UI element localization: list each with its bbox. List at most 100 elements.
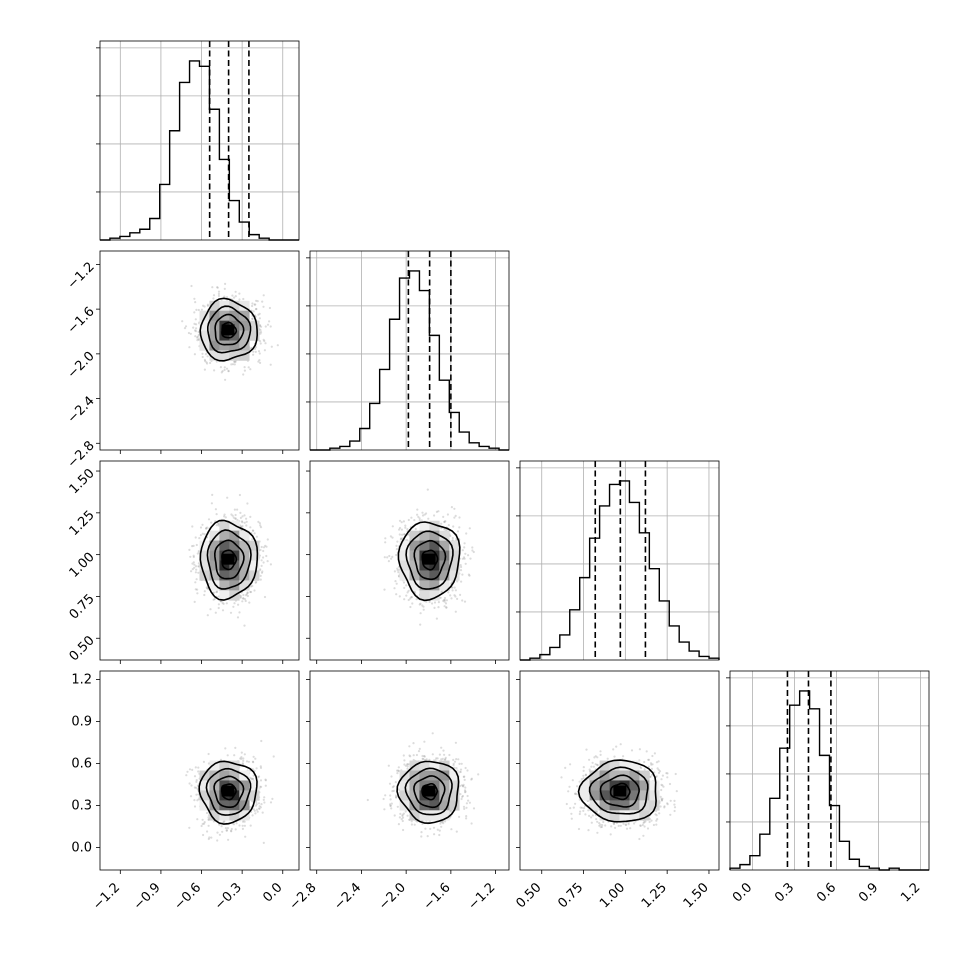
sample-point <box>389 798 392 801</box>
sample-point <box>251 777 254 780</box>
sample-point <box>257 350 261 353</box>
sample-point <box>230 513 233 516</box>
sample-point <box>436 757 439 760</box>
sample-point <box>197 308 200 312</box>
sample-point <box>406 814 409 817</box>
sample-point <box>464 562 467 565</box>
sample-point <box>259 785 262 788</box>
sample-point <box>599 753 602 757</box>
sample-point <box>247 760 250 763</box>
sample-point <box>570 817 573 820</box>
density-cell <box>589 790 600 801</box>
sample-point <box>227 370 230 373</box>
sample-point <box>272 755 275 758</box>
sample-point <box>409 755 412 758</box>
sample-point <box>463 600 467 603</box>
sample-point <box>440 758 443 761</box>
density-cell <box>629 800 640 811</box>
sample-point <box>231 294 234 297</box>
density-cell <box>229 350 240 361</box>
x-tick-label: 0.9 <box>856 880 881 905</box>
density-cell <box>419 770 430 781</box>
sample-point <box>186 770 189 773</box>
density-cell <box>219 530 230 541</box>
sample-point <box>444 758 447 761</box>
sample-point <box>250 347 253 350</box>
sample-point <box>202 760 205 764</box>
sample-point <box>656 818 659 821</box>
sample-point <box>258 805 261 808</box>
sample-point <box>212 294 216 297</box>
sample-point <box>444 602 448 605</box>
sample-point <box>462 775 465 779</box>
sample-point <box>269 363 272 366</box>
sample-point <box>402 754 405 757</box>
sample-point <box>598 824 601 827</box>
sample-point <box>622 822 625 825</box>
sample-point <box>570 812 573 815</box>
sample-point <box>459 768 463 771</box>
sample-point <box>675 790 678 793</box>
sample-point <box>260 545 263 549</box>
sample-point <box>243 521 246 524</box>
sample-point <box>196 799 199 802</box>
sample-point <box>258 807 261 810</box>
sample-point <box>207 518 211 521</box>
sample-point <box>660 778 663 781</box>
density-cell <box>449 770 460 781</box>
sample-point <box>259 331 263 334</box>
sample-point <box>467 554 470 557</box>
sample-point <box>402 828 405 832</box>
sample-point <box>673 806 677 809</box>
sample-point <box>216 286 219 289</box>
sample-point <box>212 598 215 601</box>
sample-point <box>241 600 244 603</box>
sample-point <box>582 769 585 773</box>
sample-point <box>218 833 221 836</box>
sample-point <box>437 601 440 604</box>
sample-point <box>209 608 212 611</box>
sample-point <box>389 794 392 797</box>
density-cell <box>419 580 430 591</box>
sample-point <box>403 586 406 590</box>
sample-point <box>199 526 203 529</box>
sample-point <box>596 831 599 834</box>
sample-point <box>255 803 258 806</box>
sample-point <box>404 810 407 813</box>
sample-point <box>463 557 466 560</box>
sample-point <box>245 520 248 523</box>
sample-point <box>673 803 676 806</box>
sample-point <box>271 797 274 801</box>
sample-point <box>452 525 455 528</box>
density-cell <box>209 530 220 541</box>
sample-point <box>470 822 473 825</box>
density-cell <box>399 790 410 801</box>
sample-point <box>236 518 239 522</box>
sample-point <box>463 789 467 792</box>
sample-point <box>633 822 636 825</box>
sample-point <box>255 535 258 538</box>
sample-point <box>463 546 466 549</box>
density-cell <box>419 570 430 581</box>
sample-point <box>207 762 210 765</box>
sample-point <box>394 580 397 583</box>
sample-point <box>585 748 588 751</box>
sample-point <box>461 557 464 560</box>
sample-point <box>442 822 445 825</box>
sample-point <box>215 524 218 527</box>
sample-point <box>406 763 409 766</box>
density-cell <box>429 810 440 821</box>
sample-point <box>234 360 237 363</box>
sample-point <box>223 366 226 369</box>
density-cell <box>239 790 250 801</box>
density-cell <box>249 540 260 551</box>
sample-point <box>222 602 225 606</box>
sample-point <box>465 806 468 809</box>
sample-point <box>223 820 226 823</box>
sample-point <box>449 534 452 538</box>
sample-point <box>650 819 653 822</box>
sample-point <box>669 813 672 816</box>
density-cell <box>229 760 240 771</box>
sample-point <box>392 789 395 793</box>
sample-point <box>204 353 207 356</box>
